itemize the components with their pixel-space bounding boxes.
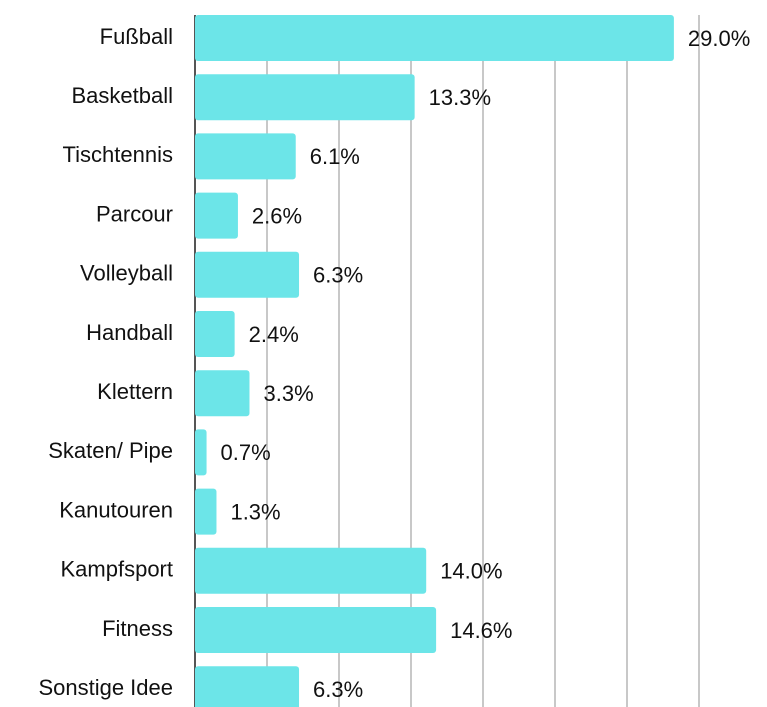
bar <box>195 15 674 61</box>
value-label: 3.3% <box>263 381 313 406</box>
value-label: 6.1% <box>310 144 360 169</box>
value-label: 0.7% <box>221 440 271 465</box>
value-label: 1.3% <box>230 499 280 524</box>
y-tick-label: Basketball <box>71 83 173 108</box>
y-tick-label: Skaten/ Pipe <box>48 438 173 463</box>
value-label: 2.6% <box>252 203 302 228</box>
value-label: 2.4% <box>249 322 299 347</box>
bar <box>195 133 296 180</box>
bar <box>195 192 238 239</box>
bar <box>195 666 300 707</box>
value-label: 14.6% <box>450 618 512 643</box>
bar <box>195 74 415 121</box>
y-tick-label: Volleyball <box>80 261 173 286</box>
y-tick-label: Kanutouren <box>59 497 173 522</box>
y-tick-label: Tischtennis <box>63 142 173 167</box>
value-label: 14.0% <box>440 559 502 584</box>
y-tick-label: Handball <box>86 320 173 345</box>
bar <box>195 429 207 476</box>
y-tick-label: Fitness <box>102 616 173 641</box>
bar <box>195 488 217 535</box>
bar <box>195 607 437 653</box>
y-tick-label: Fußball <box>100 24 173 49</box>
y-tick-label: Sonstige Idee <box>38 675 173 700</box>
value-label: 13.3% <box>429 85 491 110</box>
y-tick-label: Parcour <box>96 201 173 226</box>
bar <box>195 547 427 594</box>
bar <box>195 311 235 357</box>
bar <box>195 370 250 417</box>
value-label: 6.3% <box>313 263 363 288</box>
value-label: 6.3% <box>313 677 363 702</box>
value-label: 29.0% <box>688 26 750 51</box>
y-tick-label: Kampfsport <box>61 557 174 582</box>
bar <box>195 251 300 298</box>
y-tick-label: Klettern <box>97 379 173 404</box>
